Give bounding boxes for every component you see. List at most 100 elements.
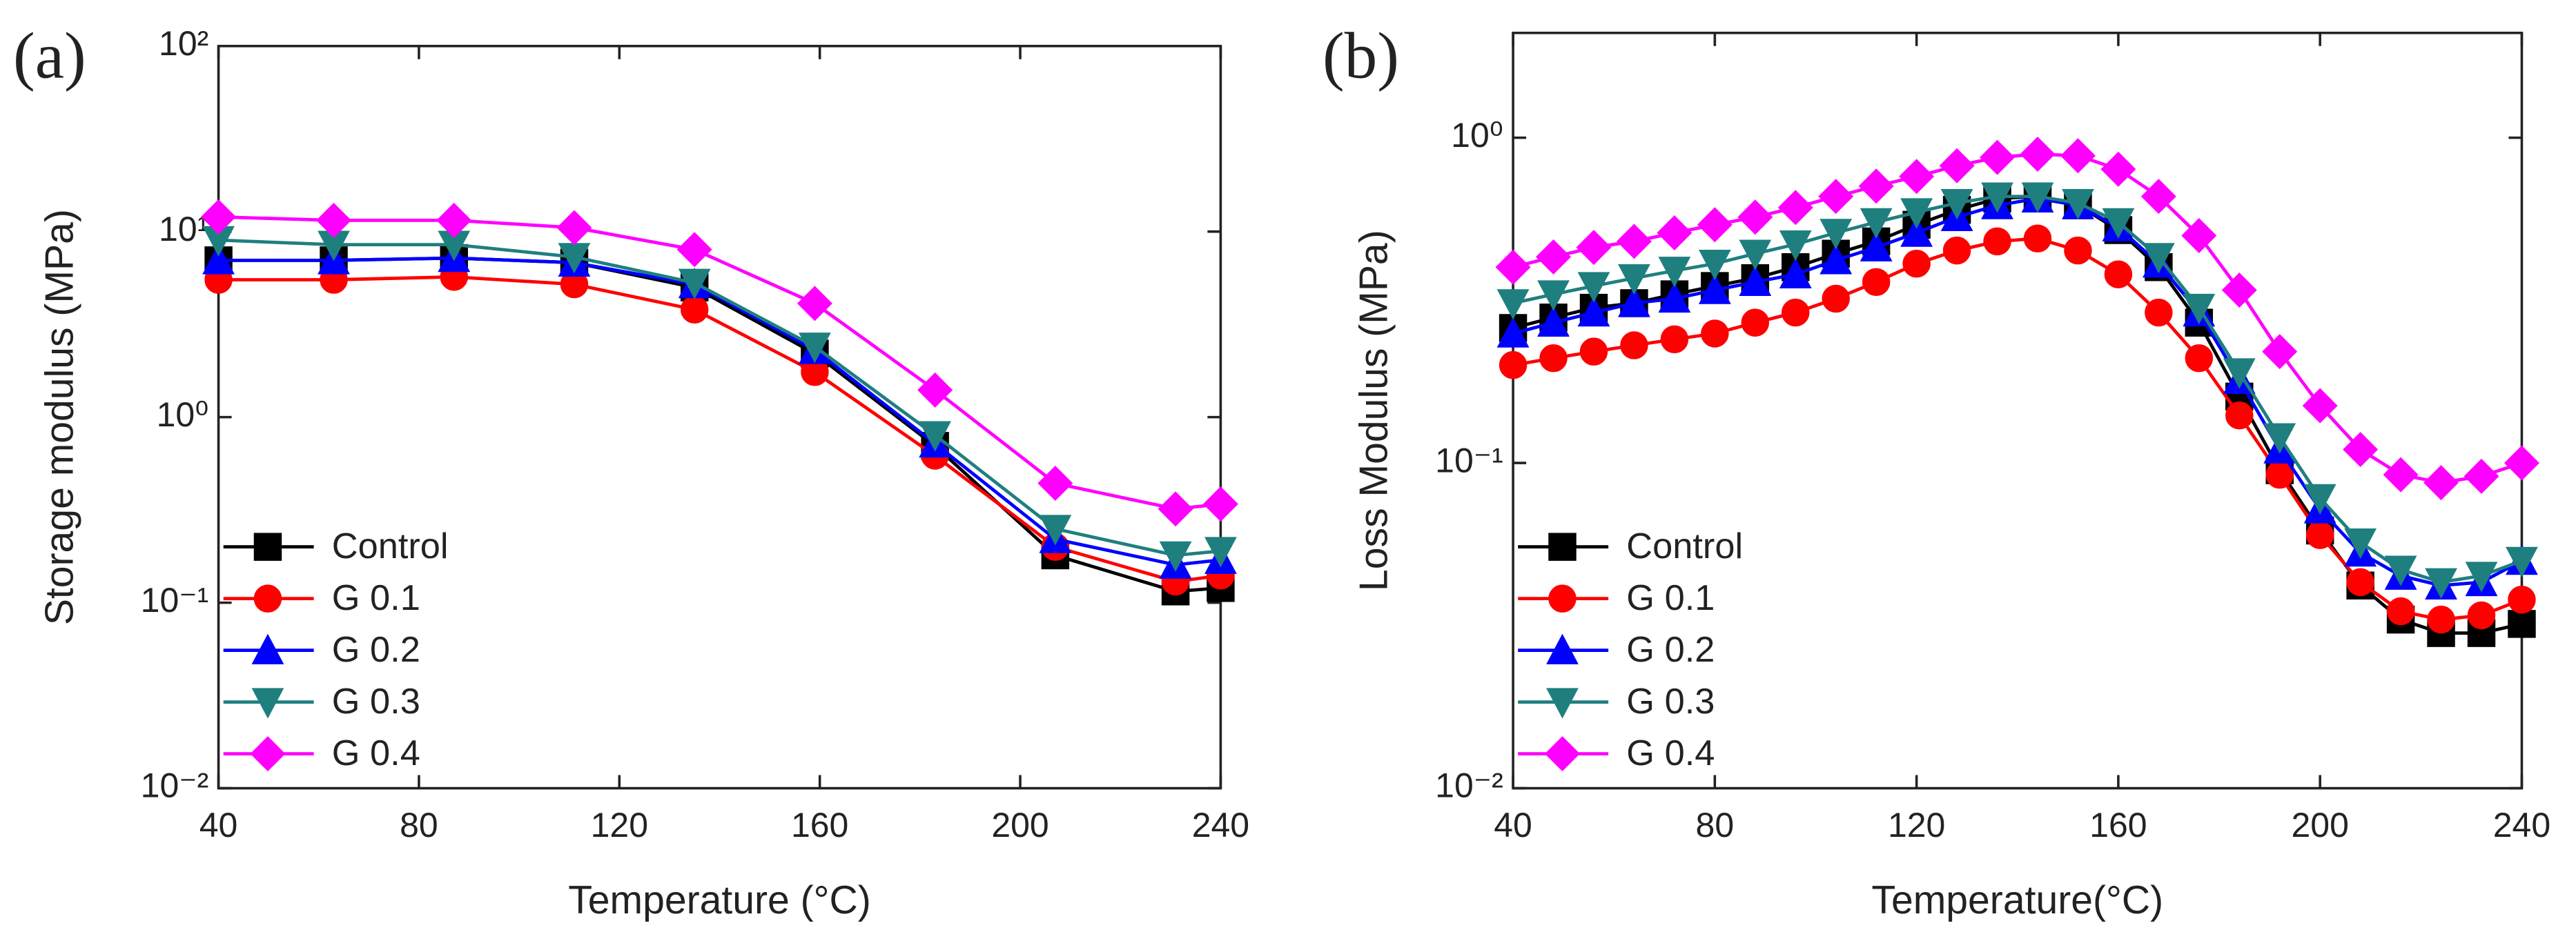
- marker: [2221, 273, 2257, 308]
- panel-label: (a): [13, 19, 86, 92]
- marker: [1537, 306, 1570, 337]
- marker: [2465, 562, 2498, 593]
- marker: [1536, 239, 1572, 275]
- marker: [316, 202, 352, 238]
- y-tick-label: 10²: [159, 24, 208, 63]
- marker: [2100, 151, 2136, 187]
- legend-marker: [1548, 533, 1577, 561]
- marker: [2423, 465, 2459, 501]
- marker: [1616, 224, 1652, 259]
- marker: [1939, 148, 1975, 184]
- marker: [2142, 243, 2175, 274]
- y-axis-title: Loss Modulus (MPa): [1352, 230, 1396, 591]
- marker: [1037, 466, 1073, 502]
- marker: [680, 295, 709, 324]
- legend-marker: [1546, 633, 1579, 664]
- x-tick-label: 200: [991, 806, 1048, 844]
- marker: [1822, 284, 1850, 313]
- marker: [2508, 610, 2536, 638]
- marker: [1537, 280, 1570, 311]
- legend-marker: [251, 633, 284, 664]
- legend-marker: [1544, 736, 1580, 772]
- marker: [1620, 331, 1648, 359]
- legend-label: G 0.3: [1626, 682, 1715, 722]
- marker: [2303, 484, 2336, 515]
- marker: [1496, 289, 1530, 320]
- marker: [1819, 244, 1853, 275]
- legend-marker: [1546, 688, 1579, 719]
- marker: [1499, 350, 1528, 379]
- marker: [1777, 190, 1813, 226]
- marker: [2467, 601, 2496, 630]
- marker: [1660, 325, 1689, 354]
- marker: [1496, 317, 1530, 348]
- marker: [2102, 208, 2135, 239]
- marker: [2223, 358, 2256, 389]
- marker: [2263, 423, 2296, 454]
- marker: [1779, 257, 1812, 288]
- marker: [1576, 230, 1612, 266]
- legend-label: Control: [1626, 526, 1743, 566]
- marker: [1579, 337, 1608, 366]
- marker: [1618, 264, 1650, 295]
- y-tick-label: 10⁰: [1451, 116, 1503, 155]
- marker: [1741, 308, 1770, 337]
- y-axis-title: Storage modulus (MPa): [38, 209, 82, 625]
- series-line: [218, 275, 1221, 584]
- marker: [1980, 139, 2016, 175]
- marker: [1159, 541, 1192, 572]
- legend-label: G 0.1: [332, 578, 420, 618]
- marker: [1204, 537, 1237, 568]
- marker: [1495, 249, 1531, 285]
- marker: [2021, 182, 2054, 213]
- legend-label: G 0.4: [1626, 733, 1715, 773]
- series-line: [218, 256, 1221, 567]
- series-line: [1512, 195, 2523, 584]
- marker: [1819, 219, 1853, 250]
- marker: [799, 333, 831, 364]
- marker: [1782, 298, 1810, 327]
- marker: [2384, 555, 2417, 586]
- marker: [2140, 179, 2176, 215]
- plot-frame: [1512, 31, 2524, 790]
- marker: [1657, 215, 1692, 250]
- x-tick-label: 160: [2089, 806, 2147, 844]
- y-tick-label: 10⁻²: [1435, 766, 1503, 805]
- legend-marker: [253, 533, 282, 561]
- marker: [2386, 597, 2415, 626]
- y-tick-label: 10⁰: [157, 395, 209, 434]
- marker: [1698, 249, 1731, 281]
- legend-label: G 0.2: [332, 630, 420, 670]
- series-line: [218, 238, 1221, 557]
- marker: [2463, 458, 2499, 494]
- marker: [2346, 568, 2374, 597]
- x-tick-label: 80: [1696, 806, 1735, 844]
- x-tick-label: 240: [1192, 806, 1249, 844]
- panel-label: (b): [1323, 19, 1399, 92]
- y-tick-label: 10⁻²: [141, 766, 209, 805]
- legend-label: G 0.1: [1626, 578, 1715, 618]
- marker: [1862, 268, 1891, 297]
- marker: [797, 286, 832, 321]
- marker: [202, 244, 235, 275]
- marker: [1942, 236, 1971, 265]
- marker: [2062, 188, 2094, 220]
- legend-marker: [253, 584, 282, 613]
- marker: [1697, 207, 1733, 243]
- x-tick-label: 40: [199, 806, 238, 844]
- marker: [1577, 272, 1610, 303]
- marker: [2145, 298, 2173, 327]
- marker: [2344, 528, 2377, 559]
- legend-marker: [250, 736, 286, 772]
- marker: [2060, 138, 2096, 174]
- marker: [1900, 216, 1933, 247]
- marker: [2225, 401, 2254, 430]
- chart-panel: (b) 40 80 120 160 200 240 10⁻² 10⁻¹ 10⁰ Temperatur…: [1323, 19, 2550, 922]
- marker: [917, 372, 953, 408]
- marker: [2383, 457, 2419, 493]
- marker: [1902, 249, 1931, 278]
- marker: [1818, 179, 1854, 215]
- marker: [436, 202, 472, 238]
- marker: [1698, 273, 1731, 304]
